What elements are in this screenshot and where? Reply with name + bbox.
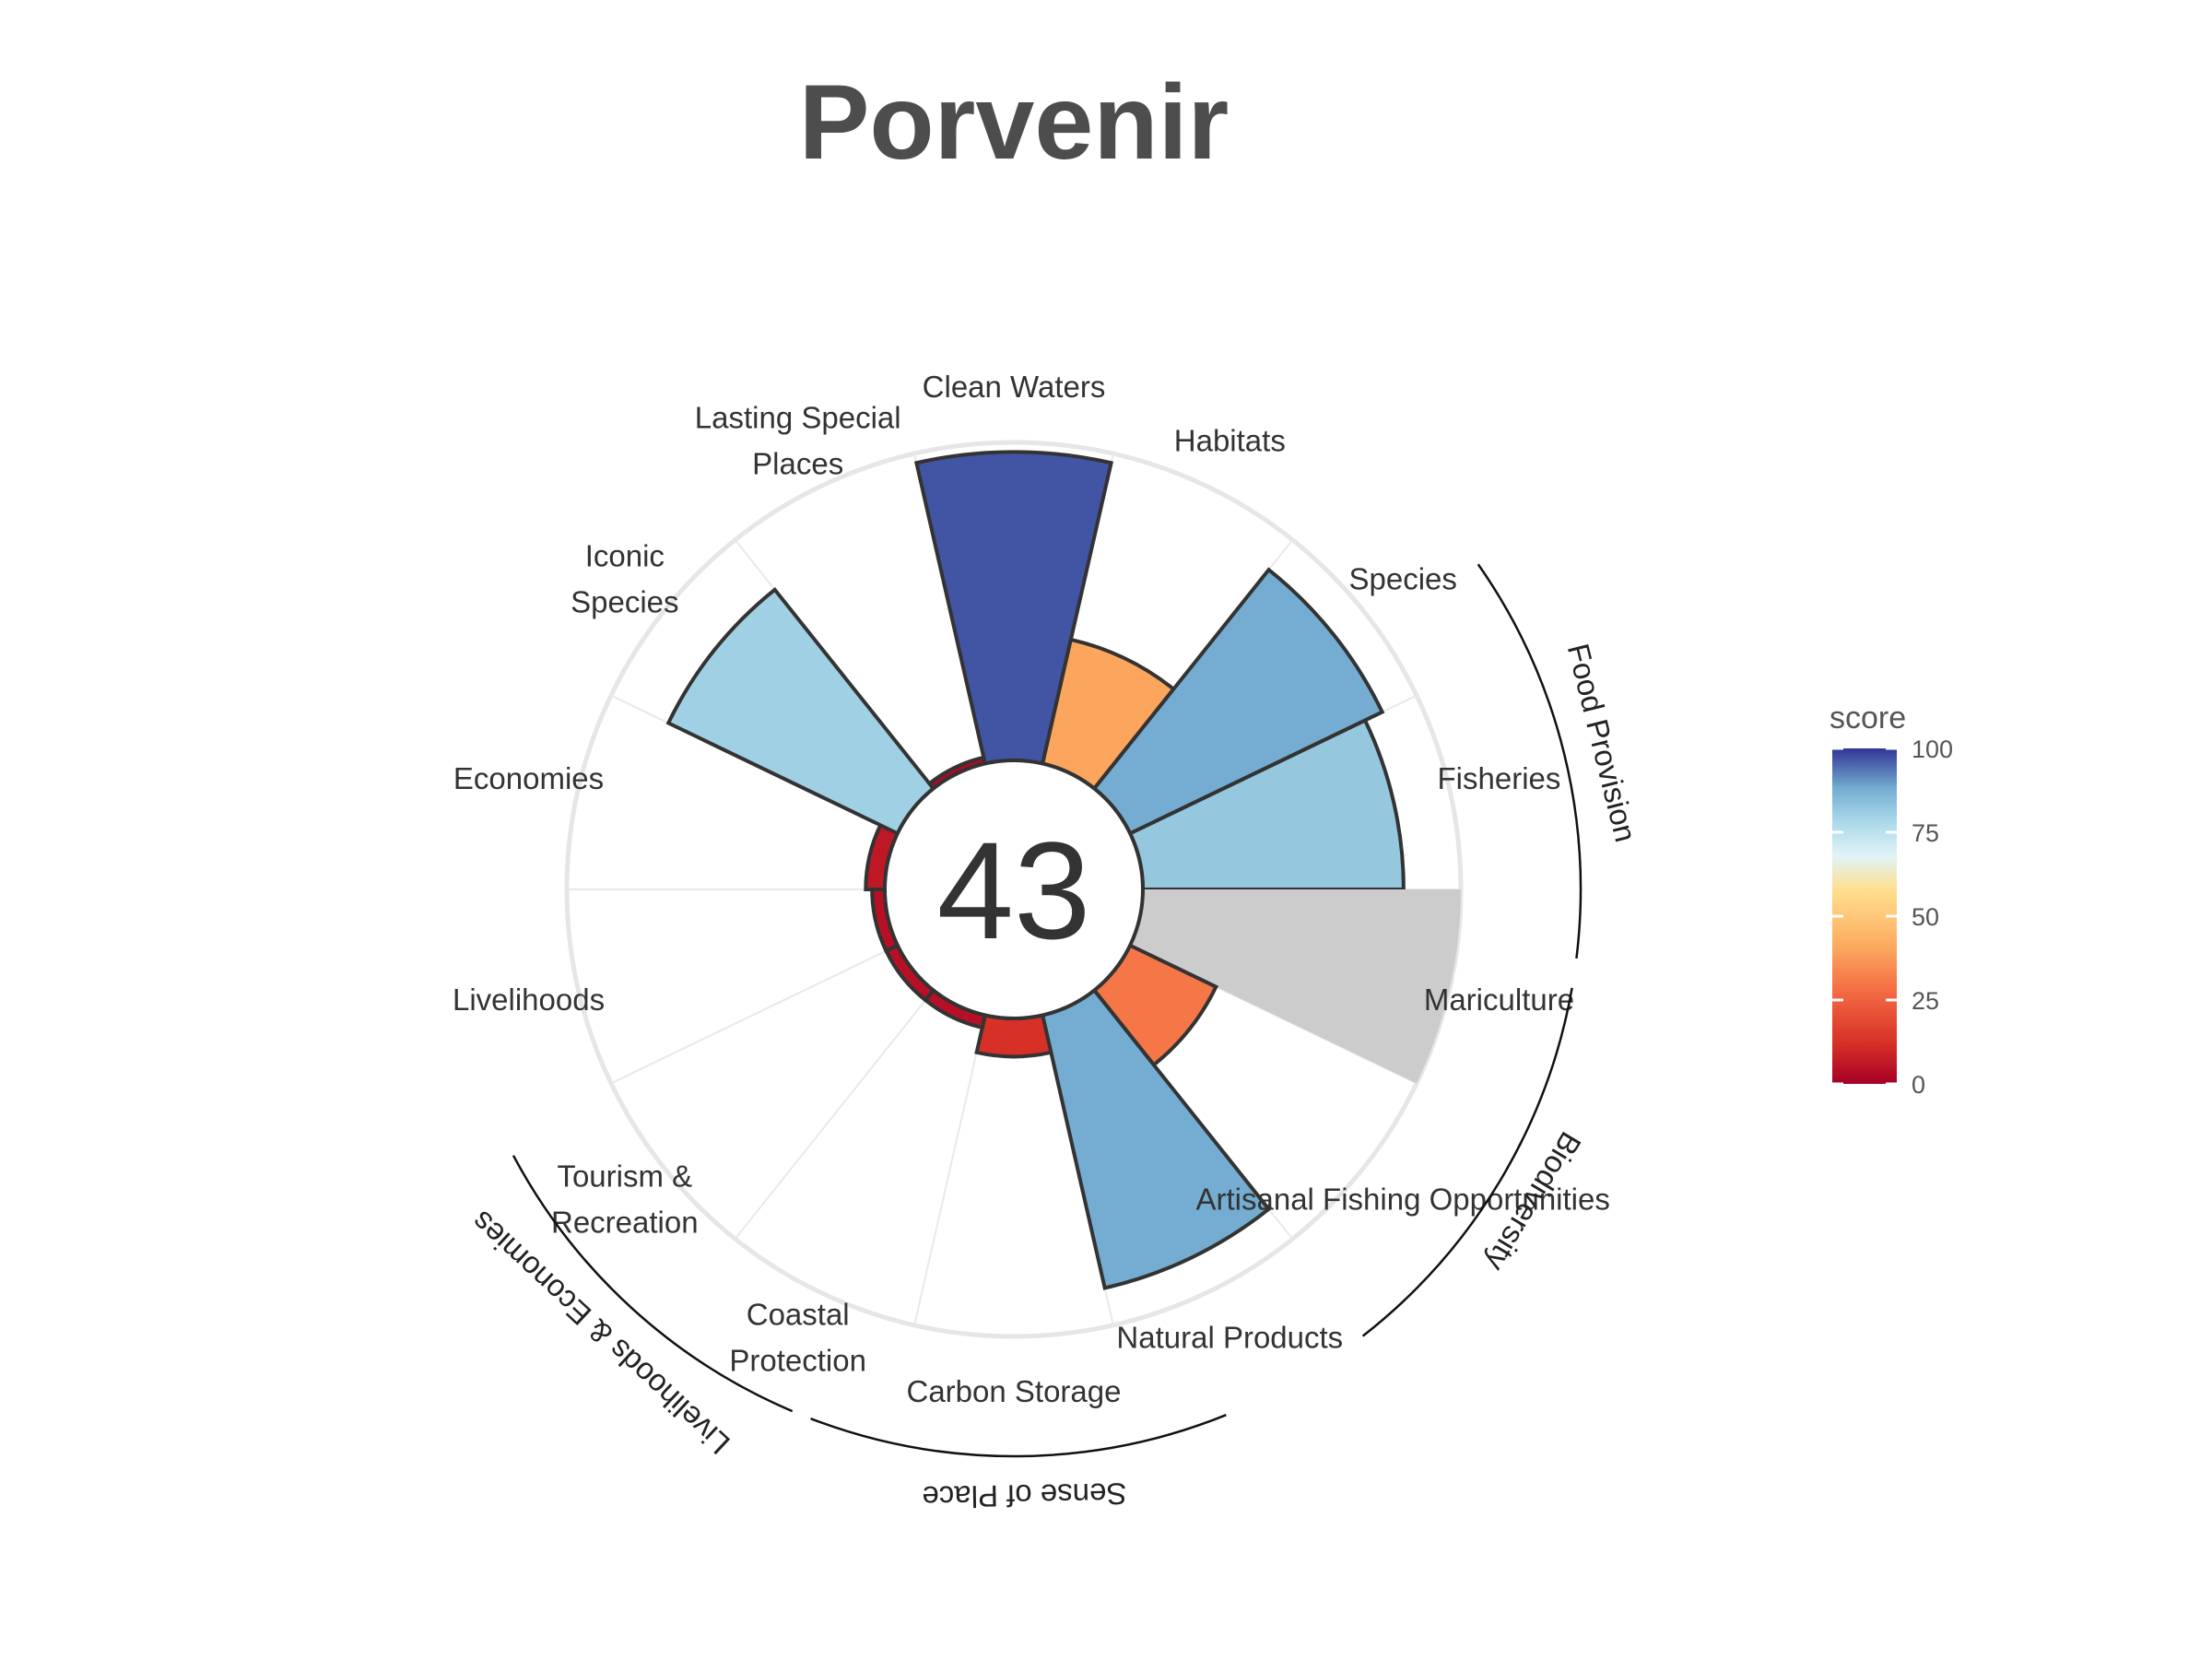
goal-label-line: Mariculture	[1424, 982, 1574, 1017]
legend-title: score	[1830, 700, 1906, 735]
goal-label-line: Places	[752, 446, 843, 480]
legend: score 0 25 50 75 100	[1830, 700, 1953, 1099]
grid-spoke	[913, 1015, 986, 1326]
goal-label-iconic-species: Iconic Species	[571, 538, 678, 618]
goal-label-natural-products: Natural Products	[1116, 1321, 1343, 1355]
goal-label-line: Recreation	[551, 1206, 699, 1240]
goal-label-line: Carbon Storage	[907, 1374, 1122, 1408]
group-arc-4	[512, 1155, 794, 1413]
goal-label-line: Artisanal Fishing Opportunities	[1195, 1182, 1609, 1217]
legend-ticks: 0 25 50 75 100	[1832, 735, 1953, 1099]
grid-spoke	[610, 944, 899, 1085]
legend-tick-label: 50	[1912, 903, 1939, 931]
goal-label-line: Fisheries	[1438, 761, 1561, 795]
goal-label-carbon-storage: Carbon Storage	[907, 1374, 1122, 1408]
goal-label-line: Iconic	[585, 538, 665, 572]
goal-label-fisheries: Fisheries	[1438, 761, 1561, 795]
goal-label-line: Natural Products	[1116, 1321, 1343, 1355]
bar-mariculture	[1130, 889, 1461, 1084]
goal-label-line: Tourism &	[557, 1159, 692, 1194]
goal-label-line: Livelihoods	[453, 982, 605, 1017]
goal-label-species: Species	[1348, 561, 1456, 595]
goal-label-coastal-protection: Coastal Protection	[729, 1298, 866, 1378]
goal-label-artisanal-fishing-opportunities: Artisanal Fishing Opportunities	[1195, 1182, 1609, 1217]
group-label-food-provision: Food Provision	[1561, 641, 1643, 846]
goal-label-line: Clean Waters	[923, 370, 1106, 404]
bar-iconic-species	[665, 586, 936, 836]
goal-label-line: Economies	[453, 761, 604, 795]
group-arc-2	[1361, 987, 1573, 1337]
goal-label-habitats: Habitats	[1174, 423, 1286, 457]
group-label-livelihoods-economies: Livelihoods & Economies	[465, 1205, 736, 1462]
goal-labels: Fisheries Mariculture Artisanal Fishing Op…	[453, 370, 1610, 1408]
group-arc-3	[810, 1414, 1227, 1458]
goal-label-line: Coastal	[747, 1298, 850, 1332]
chart-title: Porvenir	[799, 64, 1230, 182]
center-disc	[883, 759, 1145, 1020]
goal-label-tourism-recreation: Tourism & Recreation	[551, 1159, 699, 1240]
center-score: 43	[937, 813, 1091, 968]
goal-label-line: Species	[1348, 561, 1456, 595]
goal-label-line: Protection	[729, 1344, 866, 1378]
group-arc-1	[1477, 563, 1583, 959]
goal-label-line: Lasting Special	[695, 400, 901, 434]
legend-tick-label: 25	[1912, 987, 1939, 1015]
goal-label-clean-waters: Clean Waters	[923, 370, 1106, 404]
goal-label-livelihoods: Livelihoods	[453, 982, 605, 1017]
group-label-sense-of-place: Sense of Place	[922, 1477, 1127, 1514]
legend-tick-label: 75	[1912, 819, 1939, 847]
bars	[665, 450, 1461, 1290]
grid-spoke	[734, 989, 935, 1240]
goal-label-line: Habitats	[1174, 423, 1286, 457]
goal-label-lasting-special-places: Lasting Special Places	[695, 400, 901, 480]
bar-carbon-storage	[974, 1013, 1053, 1059]
goal-label-economies: Economies	[453, 761, 604, 795]
goal-label-mariculture: Mariculture	[1424, 982, 1574, 1017]
legend-tick-label: 0	[1912, 1071, 1925, 1099]
goal-label-line: Species	[571, 584, 678, 618]
legend-tick-label: 100	[1912, 735, 1953, 763]
